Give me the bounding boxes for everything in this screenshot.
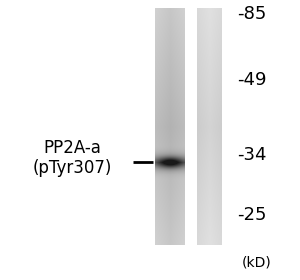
Text: (kD): (kD) — [242, 255, 272, 269]
Text: PP2A-a
(pTyr307): PP2A-a (pTyr307) — [32, 139, 112, 178]
Text: -25: -25 — [237, 206, 266, 224]
Text: -85: -85 — [237, 5, 266, 23]
Text: -49: -49 — [237, 71, 266, 89]
Text: -34: -34 — [237, 146, 266, 164]
